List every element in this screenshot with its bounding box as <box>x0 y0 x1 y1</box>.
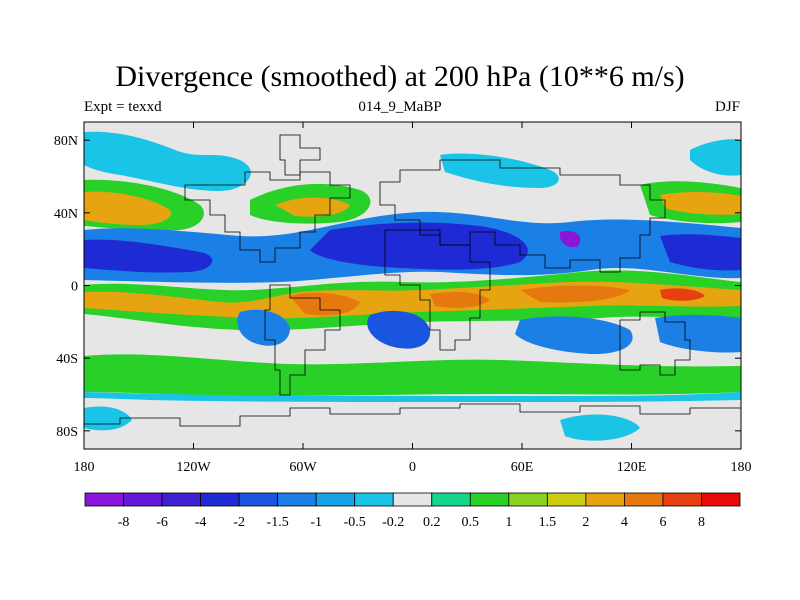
coast-antarctica <box>84 403 741 427</box>
red-region-west-pacific <box>660 288 705 301</box>
purple-region-asia <box>559 230 581 248</box>
colorbar-label: -8 <box>118 515 130 530</box>
colorbar-label: 8 <box>698 515 705 530</box>
coast-north-america <box>184 171 351 263</box>
red-region-indian-ocean <box>520 285 630 303</box>
darkblue-region-central <box>310 222 528 270</box>
colorbar-swatch <box>200 492 240 507</box>
season-label: DJF <box>714 99 740 115</box>
colorbar-swatch <box>431 492 471 507</box>
colorbar-swatch <box>392 492 433 507</box>
coast-south-america <box>264 284 341 396</box>
x-tick-label: 120E <box>617 460 647 475</box>
colorbar-swatch <box>508 492 548 507</box>
colorbar: -8 -6 -4 -2 -1.5 -1 -0.5 -0.2 0.2 0.5 1 1.5 2 4 6 8 <box>84 492 741 530</box>
y-tick-label: 80S <box>56 425 78 440</box>
colorbar-label: 1.5 <box>539 515 557 530</box>
x-axis: 180 120W 60W 0 60E 120E 180 <box>74 122 752 475</box>
coastlines <box>84 134 741 427</box>
cyan-region-arctic <box>690 139 741 176</box>
colorbar-swatch <box>469 492 510 507</box>
blue-patch-south-atlantic <box>367 310 431 349</box>
darkblue-region-east <box>660 234 741 271</box>
colorbar-swatch <box>161 492 201 507</box>
y-tick-label: 0 <box>71 280 78 295</box>
y-tick-label: 40N <box>54 207 78 222</box>
blue-patch-south-pacific <box>237 309 290 346</box>
coast-australia <box>619 311 691 376</box>
green-band-40S <box>84 354 741 396</box>
cyan-band-60S <box>84 392 741 402</box>
x-tick-label: 120W <box>176 460 211 475</box>
colorbar-label: -1.5 <box>267 515 289 530</box>
x-tick-label: 180 <box>74 460 95 475</box>
coast-greenland <box>279 134 321 176</box>
colorbar-swatch <box>123 492 163 507</box>
x-tick-label: 180 <box>731 460 752 475</box>
colorbar-label: -0.5 <box>344 515 366 530</box>
colorbar-swatch <box>546 492 587 507</box>
orange-region-40N-west <box>84 191 171 225</box>
orange-region-40N-central <box>275 197 350 217</box>
colorbar-swatch <box>315 492 356 507</box>
cyan-region-north-east <box>440 153 559 188</box>
colorbar-swatch <box>84 492 124 507</box>
cyan-patch-antarctic-west <box>84 406 132 431</box>
y-tick-label: 40S <box>56 352 78 367</box>
cyan-patch-antarctic-east <box>560 414 640 441</box>
colorbar-label: -4 <box>195 515 207 530</box>
colorbar-label: 4 <box>621 515 628 530</box>
colorbar-label: -1 <box>310 515 322 530</box>
colorbar-swatch <box>354 492 394 507</box>
colorbar-label: 0.2 <box>423 515 441 530</box>
x-tick-label: 0 <box>409 460 416 475</box>
colorbar-label: -2 <box>233 515 245 530</box>
blue-patch-south-east <box>655 314 741 353</box>
red-region-africa <box>430 292 490 308</box>
coast-africa <box>384 229 491 351</box>
y-axis: 80N 40N 0 40S 80S <box>54 134 741 440</box>
colorbar-label: -0.2 <box>382 515 404 530</box>
colorbar-swatch <box>585 492 625 507</box>
orange-region-40N-east <box>660 192 741 215</box>
colorbar-swatch <box>277 492 317 507</box>
colorbar-label: 2 <box>582 515 589 530</box>
colorbar-swatch <box>662 492 702 507</box>
cyan-region-north <box>84 131 251 192</box>
colorbar-swatch <box>238 492 279 507</box>
contour-field <box>84 122 741 449</box>
x-tick-label: 60E <box>511 460 534 475</box>
blue-patch-south-indian <box>515 316 633 355</box>
colorbar-swatch <box>701 492 741 507</box>
chart-title: Divergence (smoothed) at 200 hPa (10**6 … <box>115 60 685 93</box>
darkblue-band-north-tropics <box>84 239 213 273</box>
colorbar-label: 1 <box>505 515 512 530</box>
colorbar-label: 0.5 <box>462 515 480 530</box>
colorbar-label: -6 <box>156 515 168 530</box>
experiment-label: Expt = texxd <box>84 99 162 115</box>
colorbar-label: 6 <box>659 515 666 530</box>
y-tick-label: 80N <box>54 134 78 149</box>
x-tick-label: 60W <box>289 460 317 475</box>
case-label: 014_9_MaBP <box>358 99 442 115</box>
colorbar-swatch <box>624 492 664 507</box>
